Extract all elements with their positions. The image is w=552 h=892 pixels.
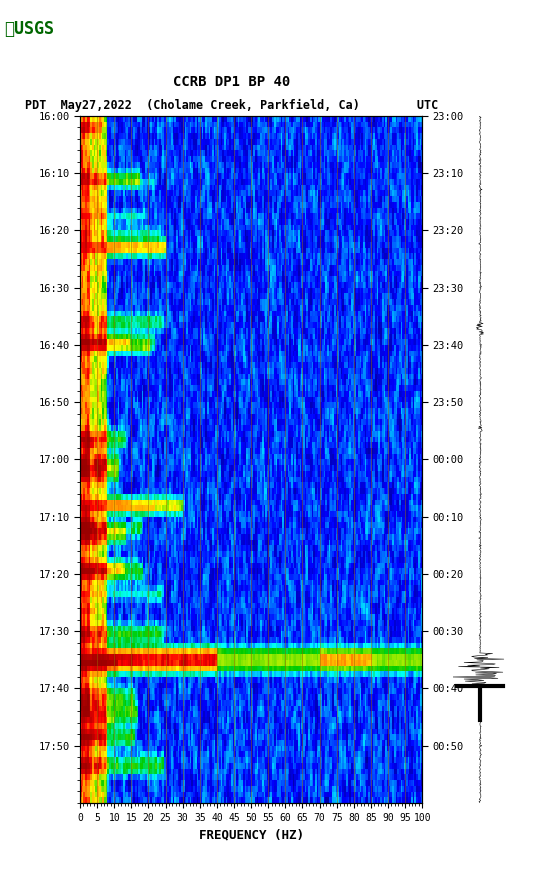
X-axis label: FREQUENCY (HZ): FREQUENCY (HZ) <box>199 828 304 841</box>
Text: PDT  May27,2022  (Cholame Creek, Parkfield, Ca)        UTC: PDT May27,2022 (Cholame Creek, Parkfield… <box>25 98 438 112</box>
Text: CCRB DP1 BP 40: CCRB DP1 BP 40 <box>173 75 290 89</box>
Text: ⊿USGS: ⊿USGS <box>4 20 54 38</box>
